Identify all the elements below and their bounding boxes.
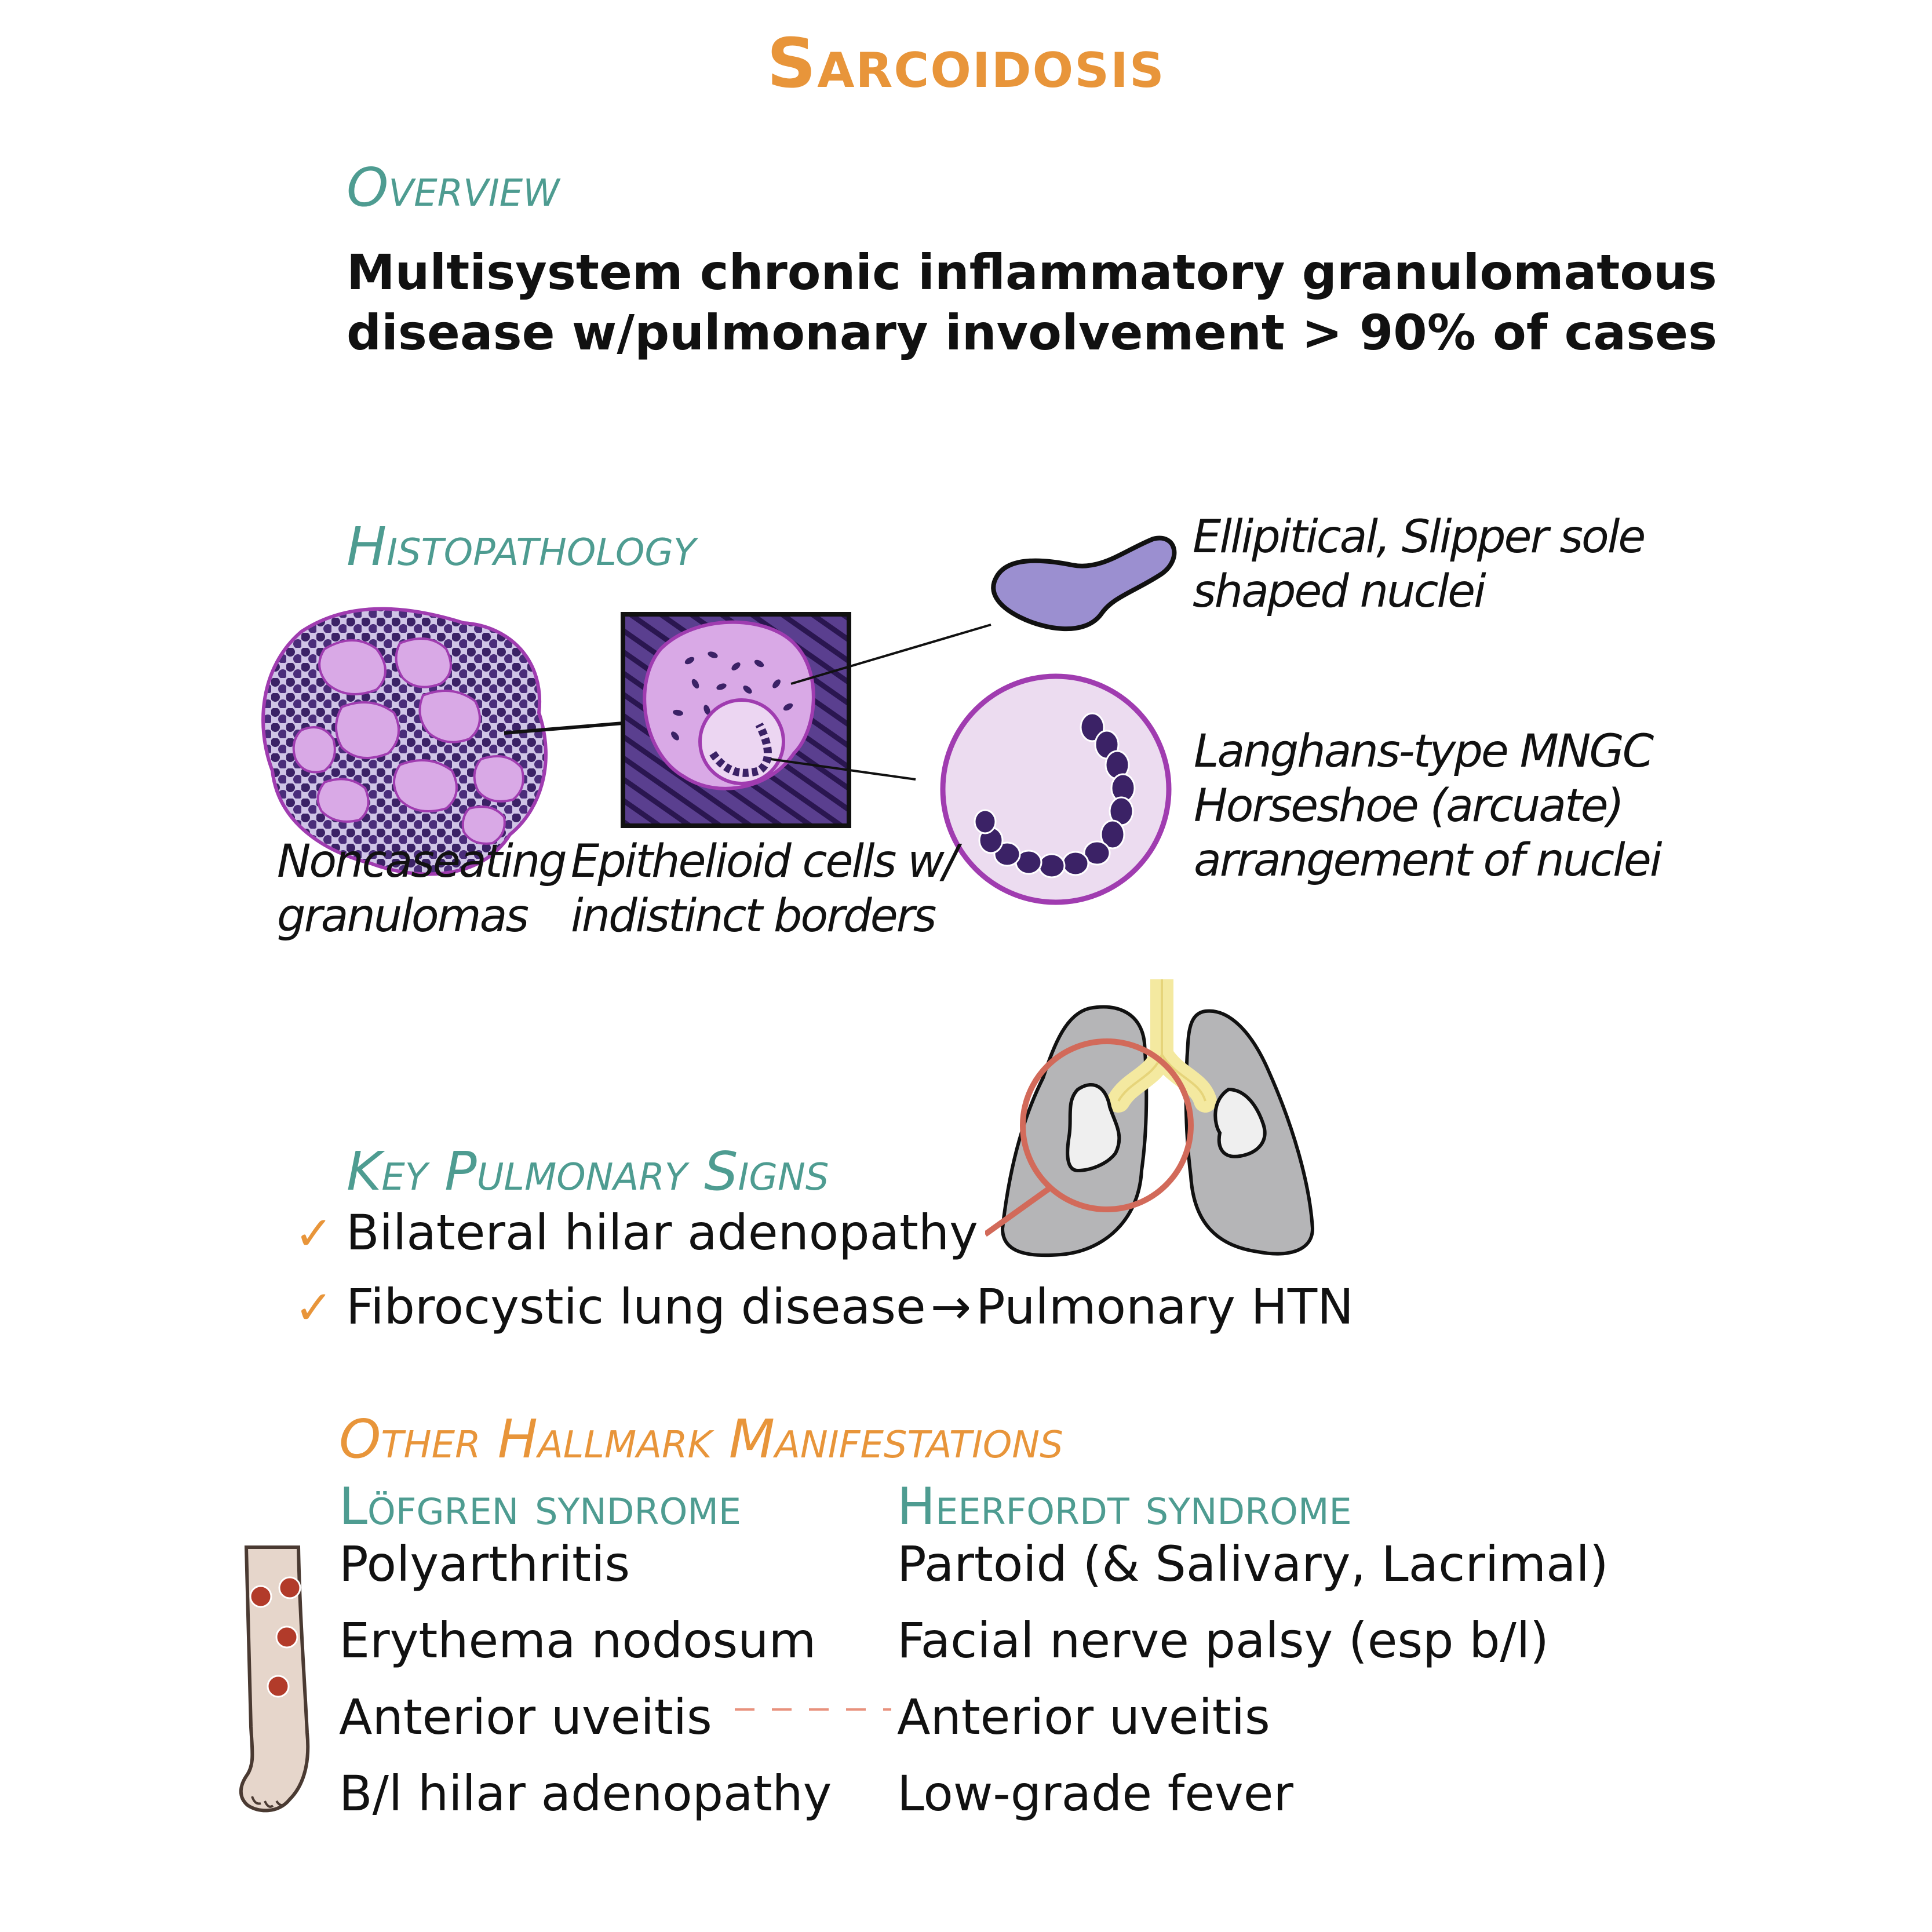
page-title: Sarcoidosis bbox=[767, 23, 1165, 103]
pulmonary-item-text: Fibrocystic lung disease bbox=[346, 1278, 926, 1335]
nuclei-caption-2: shaped nuclei bbox=[1193, 566, 1486, 618]
lofgren-item: B/l hilar adenopathy bbox=[339, 1765, 832, 1822]
pulmonary-item: ✓ Bilateral hilar adenopathy bbox=[294, 1204, 978, 1261]
nuclei-caption-1: Ellipitical, Slipper sole bbox=[1193, 511, 1646, 563]
lungs-illustration bbox=[985, 979, 1315, 1257]
magnifier-icon bbox=[1020, 1038, 1194, 1212]
lofgren-item: Polyarthritis bbox=[339, 1536, 630, 1592]
pulmonary-heading: Key Pulmonary Signs bbox=[347, 1140, 829, 1202]
pulmonary-item: ✓ Fibrocystic lung disease → Pulmonary H… bbox=[294, 1278, 1354, 1335]
lofgren-item: Anterior uveitis bbox=[339, 1689, 712, 1745]
leg-illustration bbox=[239, 1545, 310, 1813]
histopathology-heading: Histopathology bbox=[347, 516, 697, 578]
granuloma-caption-1: Noncaseating bbox=[277, 836, 567, 888]
overview-line-1: Multisystem chronic inflammatory granulo… bbox=[347, 244, 1717, 301]
checkmark-icon: ✓ bbox=[294, 1281, 334, 1335]
epithelioid-caption-2: indistinct borders bbox=[571, 890, 936, 942]
overview-line-2: disease w/pulmonary involvement > 90% of… bbox=[347, 304, 1718, 361]
arrow-icon: → bbox=[930, 1278, 972, 1335]
epithelioid-cell-icon bbox=[621, 612, 851, 828]
langhans-caption-1: Langhans-type MNGC bbox=[1194, 726, 1654, 778]
uveitis-link-dashed-line bbox=[735, 1708, 891, 1711]
slipper-nucleus-icon bbox=[991, 535, 1177, 632]
erythema-nodosum-icon bbox=[249, 1576, 301, 1698]
epithelioid-caption-1: Epithelioid cells w/ bbox=[571, 836, 958, 888]
overview-heading: Overview bbox=[347, 156, 560, 218]
lofgren-item: Erythema nodosum bbox=[339, 1612, 816, 1669]
pulmonary-item-result: Pulmonary HTN bbox=[976, 1278, 1354, 1335]
heerfordt-title: Heerfordt syndrome bbox=[897, 1477, 1352, 1536]
checkmark-icon: ✓ bbox=[294, 1206, 334, 1260]
heerfordt-item: Partoid (& Salivary, Lacrimal) bbox=[897, 1536, 1609, 1592]
hilar-node-right-icon bbox=[1213, 1087, 1267, 1158]
granuloma-caption-2: granulomas bbox=[277, 890, 529, 942]
langhans-giant-cell-icon bbox=[940, 673, 1172, 905]
hilar-node-left-icon bbox=[1066, 1082, 1121, 1173]
langhans-caption-3: arrangement of nuclei bbox=[1194, 834, 1663, 887]
heerfordt-item: Facial nerve palsy (esp b/l) bbox=[897, 1612, 1549, 1669]
langhans-caption-2: Horseshoe (arcuate) bbox=[1194, 780, 1624, 832]
noncaseating-granuloma-icon bbox=[261, 607, 548, 876]
pulmonary-item-text: Bilateral hilar adenopathy bbox=[346, 1204, 978, 1261]
other-heading: Other Hallmark Manifestations bbox=[339, 1408, 1063, 1470]
lofgren-title: Löfgren syndrome bbox=[339, 1477, 742, 1536]
heerfordt-item: Low-grade fever bbox=[897, 1765, 1293, 1822]
heerfordt-item: Anterior uveitis bbox=[897, 1689, 1270, 1745]
